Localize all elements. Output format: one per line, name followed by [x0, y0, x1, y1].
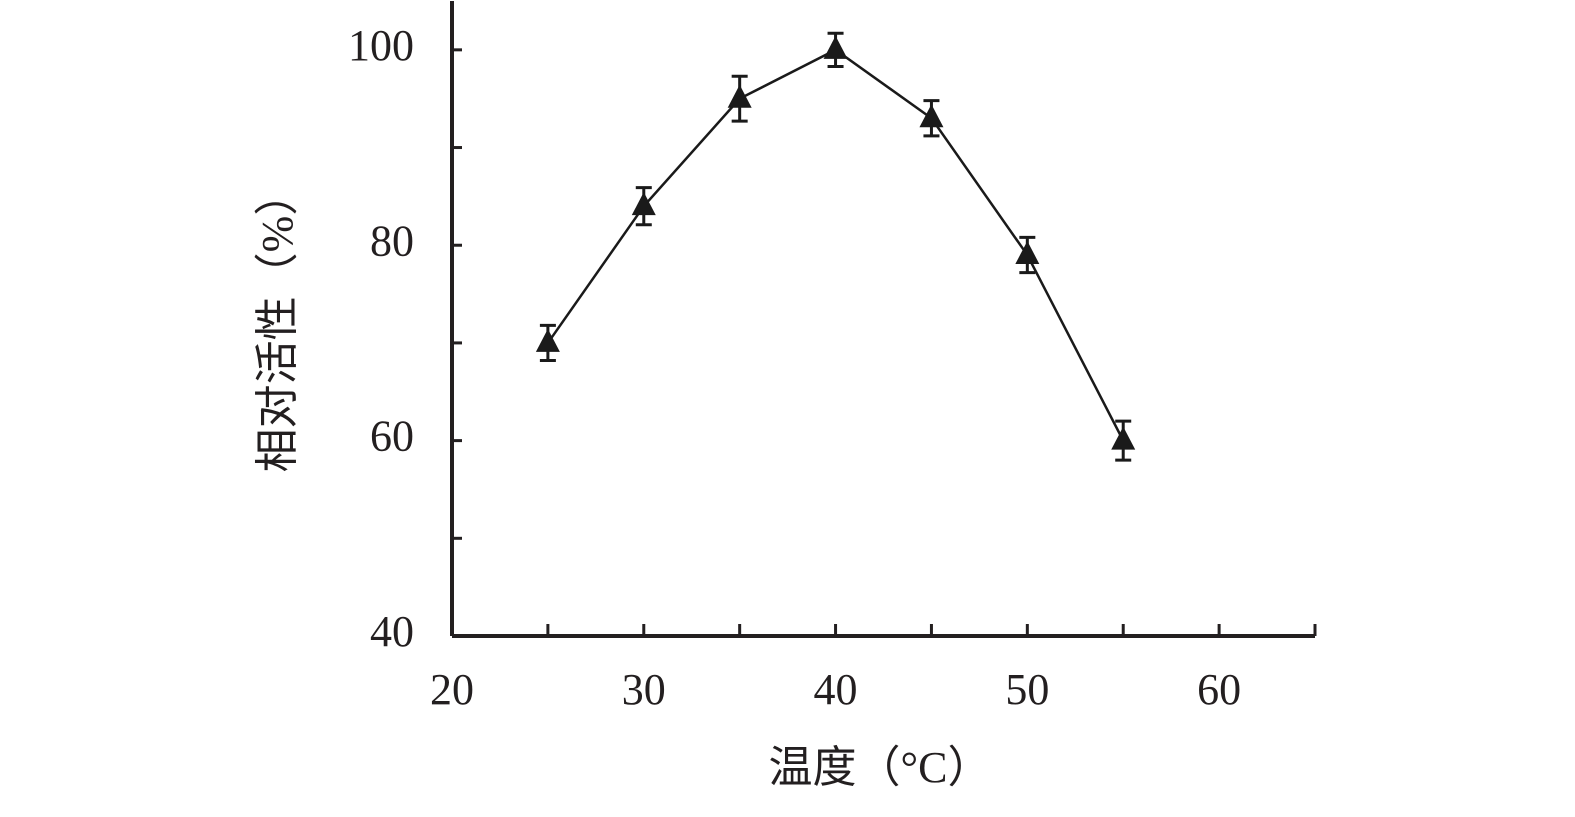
y-tick-label: 80	[370, 216, 414, 265]
x-tick-label: 50	[1005, 665, 1049, 714]
marker	[1015, 241, 1040, 264]
x-tick-label: 60	[1197, 665, 1241, 714]
marker	[823, 35, 848, 59]
series-line	[546, 48, 1125, 442]
marker	[919, 104, 944, 128]
x-tick-label: 40	[814, 665, 858, 714]
y-axis-label: 相对活性（%）	[253, 172, 302, 473]
marker	[535, 328, 560, 352]
x-axis-label: 温度（°C）	[769, 743, 992, 792]
x-tick-label: 20	[430, 665, 474, 714]
y-tick-label: 40	[370, 607, 414, 656]
y-tick-label: 60	[370, 412, 414, 461]
marker	[1111, 426, 1136, 450]
x-tick-label: 30	[622, 665, 666, 714]
marker	[727, 84, 752, 108]
marker	[631, 192, 656, 216]
y-tick-label: 100	[348, 21, 414, 70]
